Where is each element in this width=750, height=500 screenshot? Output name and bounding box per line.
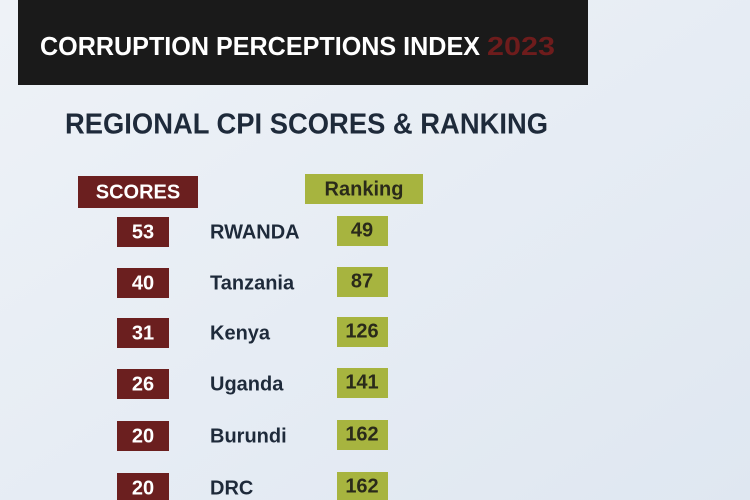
rank-box	[337, 368, 388, 398]
rank: 162	[345, 423, 378, 445]
scores-header: SCORES	[96, 181, 180, 203]
country: Tanzania	[210, 272, 295, 294]
score-box	[117, 268, 169, 298]
rank: 49	[351, 219, 373, 241]
score-box	[117, 473, 169, 500]
score-box	[117, 318, 169, 348]
header-banner	[18, 0, 588, 85]
score: 53	[132, 221, 154, 243]
country: DRC	[210, 477, 253, 499]
scores-header-box	[78, 176, 198, 208]
country: Uganda	[210, 373, 284, 395]
country: Kenya	[210, 322, 271, 344]
header-title: CORRUPTION PERCEPTIONS INDEX	[40, 31, 481, 61]
ranking-header: Ranking	[325, 178, 404, 200]
score: 40	[132, 272, 154, 294]
rank: 126	[345, 320, 378, 342]
score: 20	[132, 425, 154, 447]
rank: 87	[351, 270, 373, 292]
country: RWANDA	[210, 221, 300, 243]
rank-box	[337, 317, 388, 347]
country: Burundi	[210, 425, 287, 447]
subtitle: REGIONAL CPI SCORES & RANKING	[65, 109, 548, 141]
rank-box	[337, 216, 388, 246]
score-box	[117, 369, 169, 399]
score: 31	[132, 322, 154, 344]
rank-box	[337, 267, 388, 297]
rank: 141	[345, 371, 378, 393]
rank: 162	[345, 475, 378, 497]
score-box	[117, 421, 169, 451]
score: 20	[132, 477, 154, 499]
rank-box	[337, 420, 388, 450]
score: 26	[132, 373, 154, 395]
score-box	[117, 217, 169, 247]
header-year: 2023	[487, 31, 555, 61]
rank-box	[337, 472, 388, 500]
ranking-header-box	[305, 174, 423, 204]
